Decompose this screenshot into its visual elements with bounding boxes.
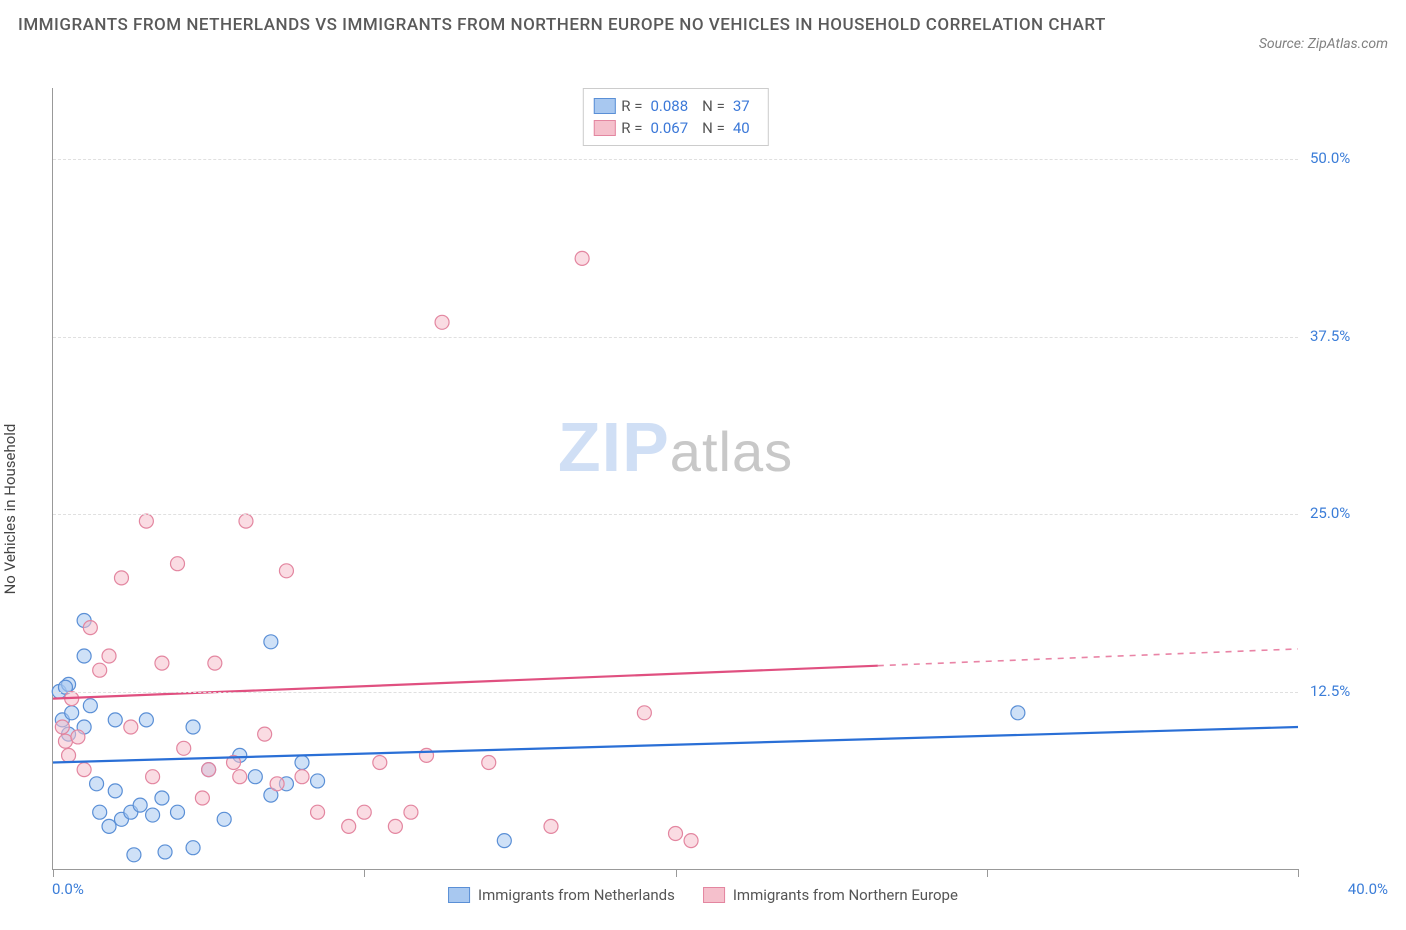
bottom-legend: Immigrants from Netherlands Immigrants f… [448, 886, 958, 904]
x-tick-label: 0.0% [52, 880, 84, 898]
data-point [217, 812, 231, 826]
legend-swatch-1 [593, 120, 615, 136]
legend-row-series-0: R = 0.088 N = 37 [593, 95, 757, 117]
data-point [544, 819, 558, 833]
y-tick-label: 25.0% [1310, 504, 1350, 522]
trend-line-extrapolated [878, 649, 1298, 666]
data-point [102, 649, 116, 663]
data-point [388, 819, 402, 833]
bottom-legend-label-0: Immigrants from Netherlands [478, 886, 675, 904]
legend-n-value-1: 40 [733, 119, 750, 137]
data-point [208, 656, 222, 670]
bottom-legend-swatch-1 [703, 887, 725, 903]
chart-container: No Vehicles in Household ZIPatlas R = 0.… [18, 88, 1388, 912]
plot-area: ZIPatlas R = 0.088 N = 37 R = 0.067 N = … [52, 88, 1298, 870]
data-point [127, 848, 141, 862]
data-point [77, 649, 91, 663]
data-point [1011, 706, 1025, 720]
data-point [171, 557, 185, 571]
legend-r-value-1: 0.067 [650, 119, 688, 137]
chart-title: IMMIGRANTS FROM NETHERLANDS VS IMMIGRANT… [18, 12, 1106, 39]
data-point [177, 741, 191, 755]
data-point [186, 841, 200, 855]
data-point [248, 770, 262, 784]
legend-n-label: N = [702, 119, 725, 137]
y-axis-label: No Vehicles in Household [1, 424, 19, 595]
data-point [342, 819, 356, 833]
data-point [114, 571, 128, 585]
data-point [139, 514, 153, 528]
data-point [295, 756, 309, 770]
legend-n-label: N = [702, 97, 725, 115]
data-point [404, 805, 418, 819]
data-point [155, 656, 169, 670]
legend-r-label: R = [621, 97, 642, 115]
data-point [77, 763, 91, 777]
trend-line [53, 727, 1298, 763]
data-point [93, 805, 107, 819]
data-point [102, 819, 116, 833]
bottom-legend-item-0: Immigrants from Netherlands [448, 886, 675, 904]
trend-line [53, 666, 878, 699]
legend-r-label: R = [621, 119, 642, 137]
r-n-legend: R = 0.088 N = 37 R = 0.067 N = 40 [582, 88, 768, 146]
data-point [146, 770, 160, 784]
data-point [482, 756, 496, 770]
legend-r-value-0: 0.088 [650, 97, 688, 115]
legend-row-series-1: R = 0.067 N = 40 [593, 117, 757, 139]
data-point [497, 834, 511, 848]
data-point [55, 720, 69, 734]
data-point [295, 770, 309, 784]
data-point [124, 720, 138, 734]
data-point [65, 706, 79, 720]
data-point [357, 805, 371, 819]
x-tick-label: 40.0% [1348, 880, 1388, 898]
data-point [171, 805, 185, 819]
data-point [146, 808, 160, 822]
data-point [108, 713, 122, 727]
legend-swatch-0 [593, 98, 615, 114]
data-point [195, 791, 209, 805]
data-point [139, 713, 153, 727]
data-point [373, 756, 387, 770]
data-point [90, 777, 104, 791]
data-point [62, 748, 76, 762]
data-point [186, 720, 200, 734]
bottom-legend-label-1: Immigrants from Northern Europe [733, 886, 958, 904]
data-point [311, 805, 325, 819]
data-point [83, 699, 97, 713]
data-point [311, 774, 325, 788]
y-tick-label: 37.5% [1310, 327, 1350, 345]
data-point [575, 251, 589, 265]
data-point [83, 621, 97, 635]
data-point [108, 784, 122, 798]
legend-n-value-0: 37 [733, 97, 750, 115]
bottom-legend-item-1: Immigrants from Northern Europe [703, 886, 958, 904]
bottom-legend-swatch-0 [448, 887, 470, 903]
data-point [158, 845, 172, 859]
data-point [435, 315, 449, 329]
data-point [637, 706, 651, 720]
data-point [258, 727, 272, 741]
data-point [155, 791, 169, 805]
data-point [270, 777, 284, 791]
data-point [71, 730, 85, 744]
data-point [233, 770, 247, 784]
data-point [202, 763, 216, 777]
data-point [420, 748, 434, 762]
source-label: Source: ZipAtlas.com [1259, 36, 1388, 52]
data-point [264, 635, 278, 649]
data-point [279, 564, 293, 578]
data-point [133, 798, 147, 812]
y-tick-label: 50.0% [1310, 149, 1350, 167]
data-point [669, 827, 683, 841]
plot-svg [53, 88, 1298, 869]
data-point [684, 834, 698, 848]
y-tick-label: 12.5% [1310, 682, 1350, 700]
data-point [239, 514, 253, 528]
data-point [93, 663, 107, 677]
